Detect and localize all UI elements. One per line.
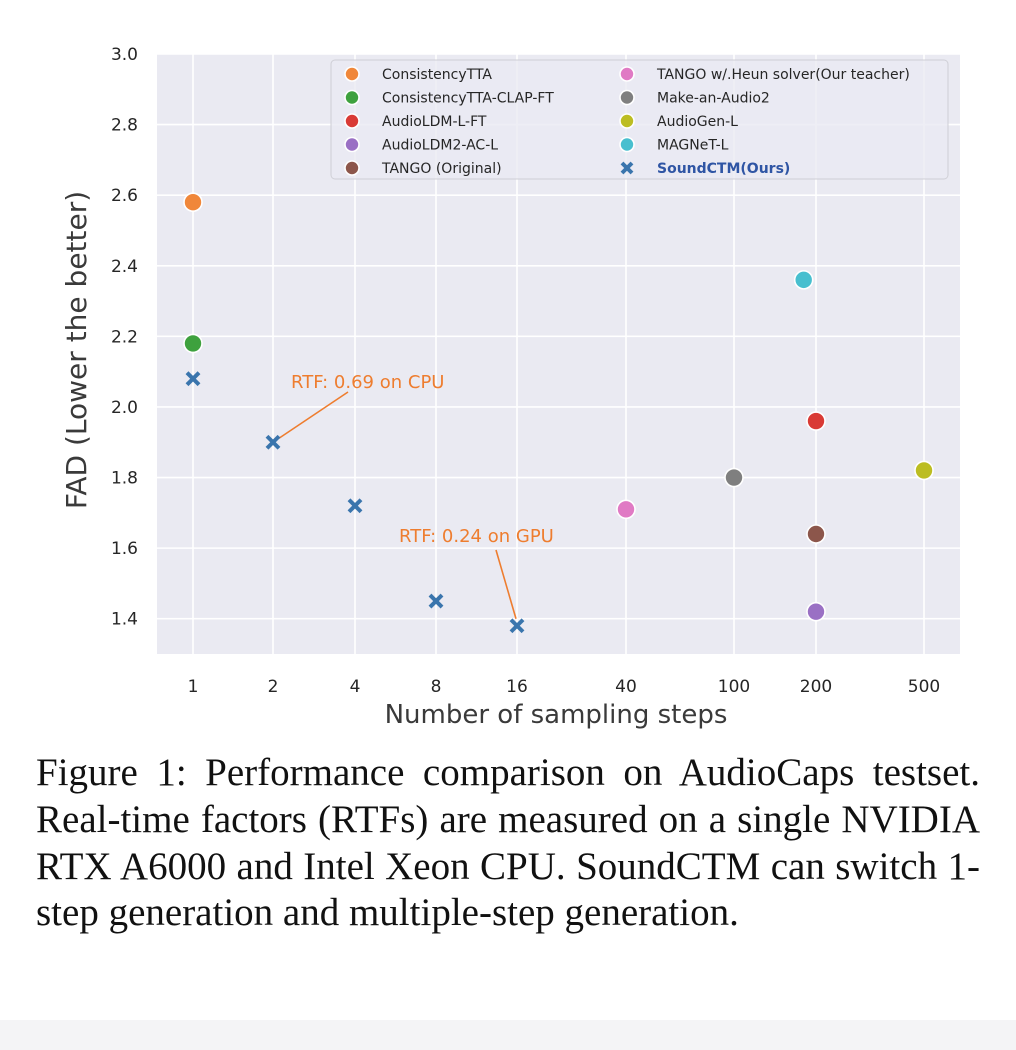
data-point: [183, 333, 203, 354]
y-axis-ticks: 1.4 1.6 1.8 2.0 2.2 2.4 2.6 2.8 3.0: [111, 45, 138, 630]
annotation-rtf-gpu: RTF: 0.24 on GPU: [399, 526, 554, 547]
legend-item: ConsistencyTTA-CLAP-FT: [344, 89, 554, 107]
soundctm-point: [185, 371, 201, 387]
legend-label: AudioGen-L: [657, 114, 738, 130]
legend-marker: [344, 89, 360, 106]
data-point: [616, 499, 636, 520]
soundctm-point: [265, 434, 281, 450]
x-tick-label: 16: [506, 677, 528, 697]
grid: [157, 53, 960, 654]
legend-marker: [619, 136, 635, 153]
legend-marker-stroke-b: [620, 161, 634, 175]
x-tick-label: 100: [718, 677, 750, 697]
legend-label: MAGNeT-L: [657, 138, 729, 154]
legend-item: ConsistencyTTA: [344, 66, 492, 83]
scatter-chart: 1.4 1.6 1.8 2.0 2.2 2.4 2.6 2.8 3.0 1 2 4 8 16 40 100 2…: [60, 45, 960, 730]
soundctm-point-stroke-b: [185, 371, 201, 387]
legend-box: [330, 59, 949, 180]
y-axis-title: FAD (Lower the better): [60, 191, 93, 509]
legend-item: MAGNeT-L: [619, 136, 729, 154]
soundctm-point: [428, 593, 444, 609]
soundctm-point-stroke-b: [265, 434, 281, 450]
y-tick-label: 1.4: [111, 610, 138, 630]
legend-label: ConsistencyTTA-CLAP-FT: [382, 91, 554, 107]
legend-item: Make-an-Audio2: [619, 89, 770, 107]
legend-item: AudioLDM-L-FT: [344, 113, 487, 130]
y-tick-label: 3.0: [111, 45, 138, 65]
data-point: [806, 411, 826, 431]
legend-marker: [344, 136, 360, 153]
y-tick-label: 1.8: [111, 469, 138, 489]
legend-marker: [619, 89, 635, 106]
page-footer-band: [0, 1020, 1016, 1050]
data-point: [793, 270, 814, 290]
soundctm-point-stroke-b: [347, 498, 363, 514]
legend-item: SoundCTM(Ours): [620, 161, 790, 177]
soundctm-point: [347, 498, 363, 514]
annotation-arrow-gpu: [495, 549, 517, 619]
data-point: [806, 524, 826, 544]
legend-label: AudioLDM2-AC-L: [382, 138, 498, 154]
data-point: [914, 460, 934, 481]
legend-label: TANGO w/.Heun solver(Our teacher): [656, 67, 910, 83]
y-tick-label: 2.8: [111, 116, 138, 136]
y-tick-label: 2.6: [111, 186, 138, 206]
legend-label: Make-an-Audio2: [657, 91, 770, 107]
soundctm-point-stroke-b: [509, 618, 525, 634]
legend-marker: [620, 161, 634, 175]
y-tick-label: 2.4: [111, 257, 138, 277]
annotation-arrow-cpu: [278, 391, 349, 439]
legend-label: SoundCTM(Ours): [657, 161, 790, 177]
legend-label: AudioLDM-L-FT: [382, 114, 487, 130]
x-axis-title: Number of sampling steps: [385, 700, 728, 730]
soundctm-point-stroke-b: [428, 593, 444, 609]
legend-label: ConsistencyTTA: [382, 67, 492, 83]
x-tick-label: 40: [615, 677, 637, 697]
x-tick-label: 200: [800, 677, 832, 697]
figure-caption: Figure 1: Performance comparison on Audi…: [36, 751, 980, 935]
legend-item: AudioGen-L: [619, 113, 738, 130]
data-point: [183, 192, 203, 213]
data-point: [724, 467, 744, 488]
legend-marker: [619, 113, 635, 129]
x-axis-ticks: 1 2 4 8 16 40 100 200 500: [188, 677, 941, 697]
x-tick-label: 4: [350, 677, 361, 697]
y-tick-label: 2.2: [111, 327, 138, 347]
y-tick-label: 2.0: [111, 398, 138, 418]
legend-marker: [344, 113, 360, 129]
data-point: [806, 601, 826, 622]
x-tick-label: 500: [908, 677, 940, 697]
x-tick-label: 1: [188, 677, 199, 697]
legend: ConsistencyTTA ConsistencyTTA-CLAP-FT Audi…: [330, 59, 949, 180]
legend-marker: [344, 66, 360, 82]
legend-marker: [619, 66, 635, 82]
legend-label: TANGO (Original): [381, 161, 502, 177]
legend-item: TANGO w/.Heun solver(Our teacher): [619, 66, 910, 83]
x-tick-label: 8: [431, 677, 442, 697]
y-tick-label: 1.6: [111, 539, 138, 559]
legend-item: TANGO (Original): [344, 160, 502, 177]
annotations: RTF: 0.69 on CPU RTF: 0.24 on GPU: [278, 372, 554, 619]
x-tick-label: 2: [268, 677, 279, 697]
data-points: [183, 192, 934, 634]
soundctm-point: [509, 618, 525, 634]
annotation-rtf-cpu: RTF: 0.69 on CPU: [291, 372, 444, 393]
legend-item: AudioLDM2-AC-L: [344, 136, 498, 154]
legend-marker: [344, 160, 360, 176]
